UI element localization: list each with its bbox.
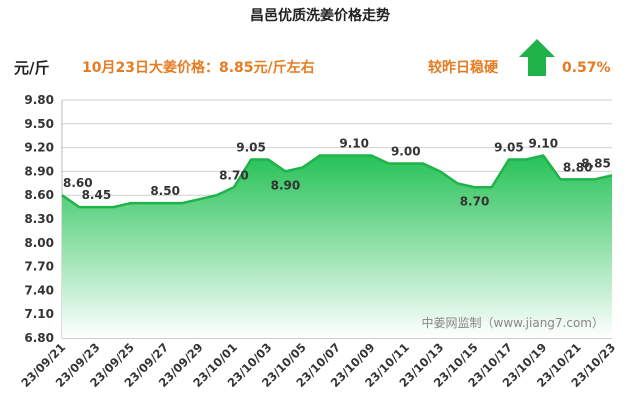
data-label: 8.80 [563,160,593,174]
y-tick-label: 8.90 [24,164,54,178]
data-label: 8.70 [460,194,490,208]
data-label: 8.70 [219,168,249,182]
data-label: 9.10 [528,137,558,151]
y-tick-label: 9.20 [24,141,54,155]
data-label: 9.05 [236,141,266,155]
trend-label: 较昨日稳硬 [428,59,499,76]
change-percent: 0.57% [562,60,611,76]
y-tick-label: 8.30 [24,212,54,226]
y-tick-label: 6.80 [24,331,54,345]
up-arrow-icon [519,39,555,76]
y-tick-label: 7.40 [24,283,54,297]
data-label: 9.00 [391,144,421,158]
watermark: 中姜网监制（www.jiang7.com） [422,315,604,330]
y-tick-label: 8.60 [24,188,54,202]
y-tick-label: 9.50 [24,117,54,131]
data-label: 8.60 [63,176,93,190]
x-axis-ticks: 23/09/2123/09/2323/09/2523/09/2723/09/29… [18,340,618,390]
y-axis-ticks: 6.80 7.10 7.40 7.70 8.00 8.30 8.60 8.90 9.20 9.50… [24,93,54,345]
chart-title: 昌邑优质洗姜价格走势 [250,7,390,24]
unit-label: 元/斤 [14,59,49,77]
data-label: 8.85 [581,156,611,170]
price-line [61,154,613,209]
data-label: 8.45 [82,188,112,202]
data-label: 8.50 [150,184,180,198]
y-tick-label: 8.00 [24,236,54,250]
data-label: 9.05 [494,141,524,155]
price-area [62,155,612,338]
y-tick-label: 7.10 [24,307,54,321]
y-tick-label: 7.70 [24,260,54,274]
data-labels: 8.608.45 8.50 8.70 9.05 8.90 9.10 9.00 8.70 9.05… [63,137,611,209]
price-headline: 10月23日大姜价格：8.85元/斤左右 [82,59,315,76]
data-label: 9.10 [339,137,369,151]
data-label: 8.90 [271,178,301,192]
y-tick-label: 9.80 [24,93,54,107]
